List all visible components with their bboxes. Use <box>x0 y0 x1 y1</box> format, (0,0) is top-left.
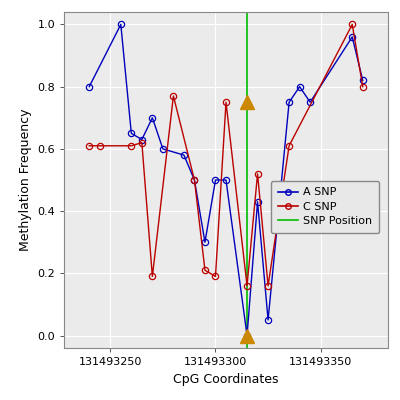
X-axis label: CpG Coordinates: CpG Coordinates <box>173 372 279 386</box>
Legend: A SNP, C SNP, SNP Position: A SNP, C SNP, SNP Position <box>271 181 379 233</box>
Y-axis label: Methylation Frequency: Methylation Frequency <box>19 109 32 251</box>
